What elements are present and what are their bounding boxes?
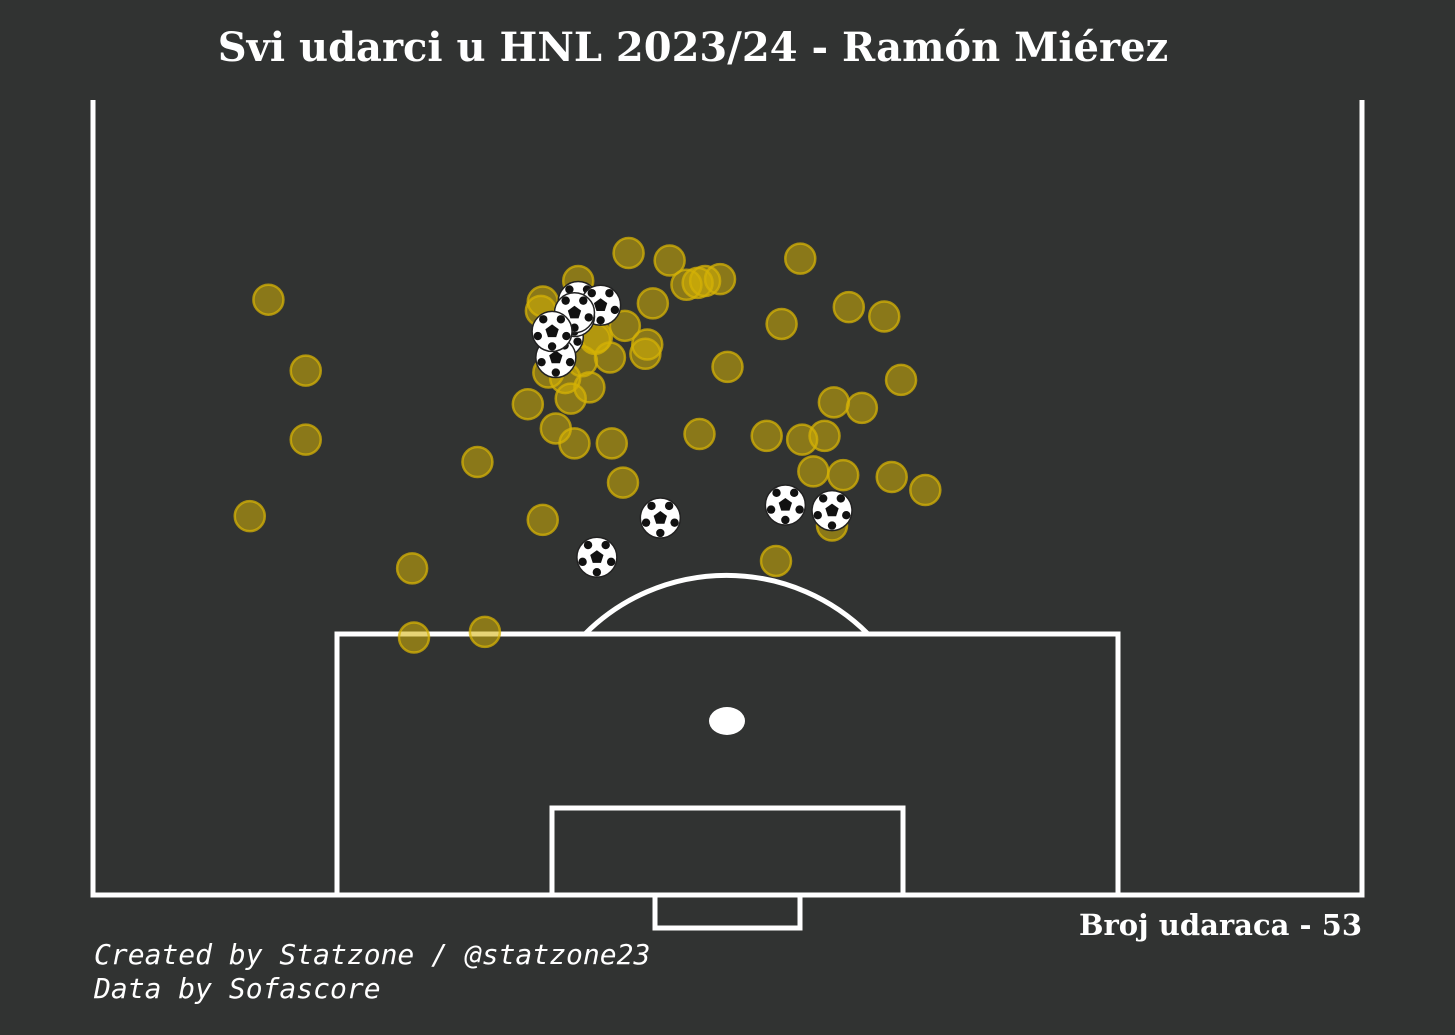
shot-point	[817, 386, 851, 419]
six-yard-box	[549, 805, 906, 898]
goal-ball-icon	[576, 536, 618, 578]
shot-point	[554, 382, 587, 415]
shot-point	[884, 363, 918, 397]
shot-point	[461, 445, 494, 479]
shot-point	[511, 387, 545, 421]
shot-point	[606, 466, 640, 499]
shot-point	[683, 417, 716, 451]
shot-point	[845, 391, 879, 425]
shot-point	[233, 499, 267, 533]
shot-point	[289, 423, 322, 456]
shot-point	[785, 423, 819, 456]
chart-title: Svi udarci u HNL 2023/24 - Ramón Miérez	[217, 24, 1169, 71]
shot-count-label: Broj udaraca - 53	[1079, 908, 1362, 942]
shot-point	[765, 307, 798, 341]
goal-ball-icon	[811, 489, 853, 532]
credits: Created by Statzone / @statzone23 Data b…	[94, 938, 650, 1006]
penalty-spot	[709, 707, 745, 735]
credits-created-by: Created by Statzone / @statzone23	[94, 938, 651, 971]
shot-point	[832, 290, 866, 324]
credits-data-source: Data by Sofascore	[94, 972, 381, 1005]
shot-point	[252, 283, 285, 316]
shot-point	[468, 615, 502, 649]
shot-point	[526, 503, 559, 537]
penalty-area	[334, 631, 1121, 898]
shot-point	[631, 328, 664, 361]
shot-point	[558, 427, 591, 460]
shot-point	[797, 455, 830, 488]
shot-point	[289, 354, 322, 387]
shot-point	[826, 458, 860, 492]
goal-ball-icon	[639, 497, 682, 539]
shots-layer	[233, 236, 942, 654]
shot-point	[868, 300, 901, 333]
shot-point	[395, 552, 429, 585]
goal-frame	[652, 892, 803, 931]
shot-point	[653, 244, 686, 277]
shot-point	[608, 309, 642, 343]
goals-layer	[531, 280, 853, 578]
goal-ball-icon	[531, 310, 573, 353]
shot-point	[397, 621, 431, 654]
shot-point	[595, 427, 629, 460]
shot-point	[909, 473, 942, 507]
shot-point	[636, 287, 670, 320]
pitch-lines	[90, 100, 1365, 931]
shot-point	[784, 242, 817, 275]
shot-point	[612, 236, 645, 270]
shot-point	[688, 264, 722, 298]
pitch-outline	[90, 100, 1365, 898]
goal-ball-icon	[764, 484, 807, 526]
penalty-arc	[583, 572, 870, 636]
shot-point	[759, 544, 793, 578]
shot-point	[750, 419, 783, 453]
shot-point	[875, 460, 908, 494]
shot-point	[711, 350, 744, 384]
